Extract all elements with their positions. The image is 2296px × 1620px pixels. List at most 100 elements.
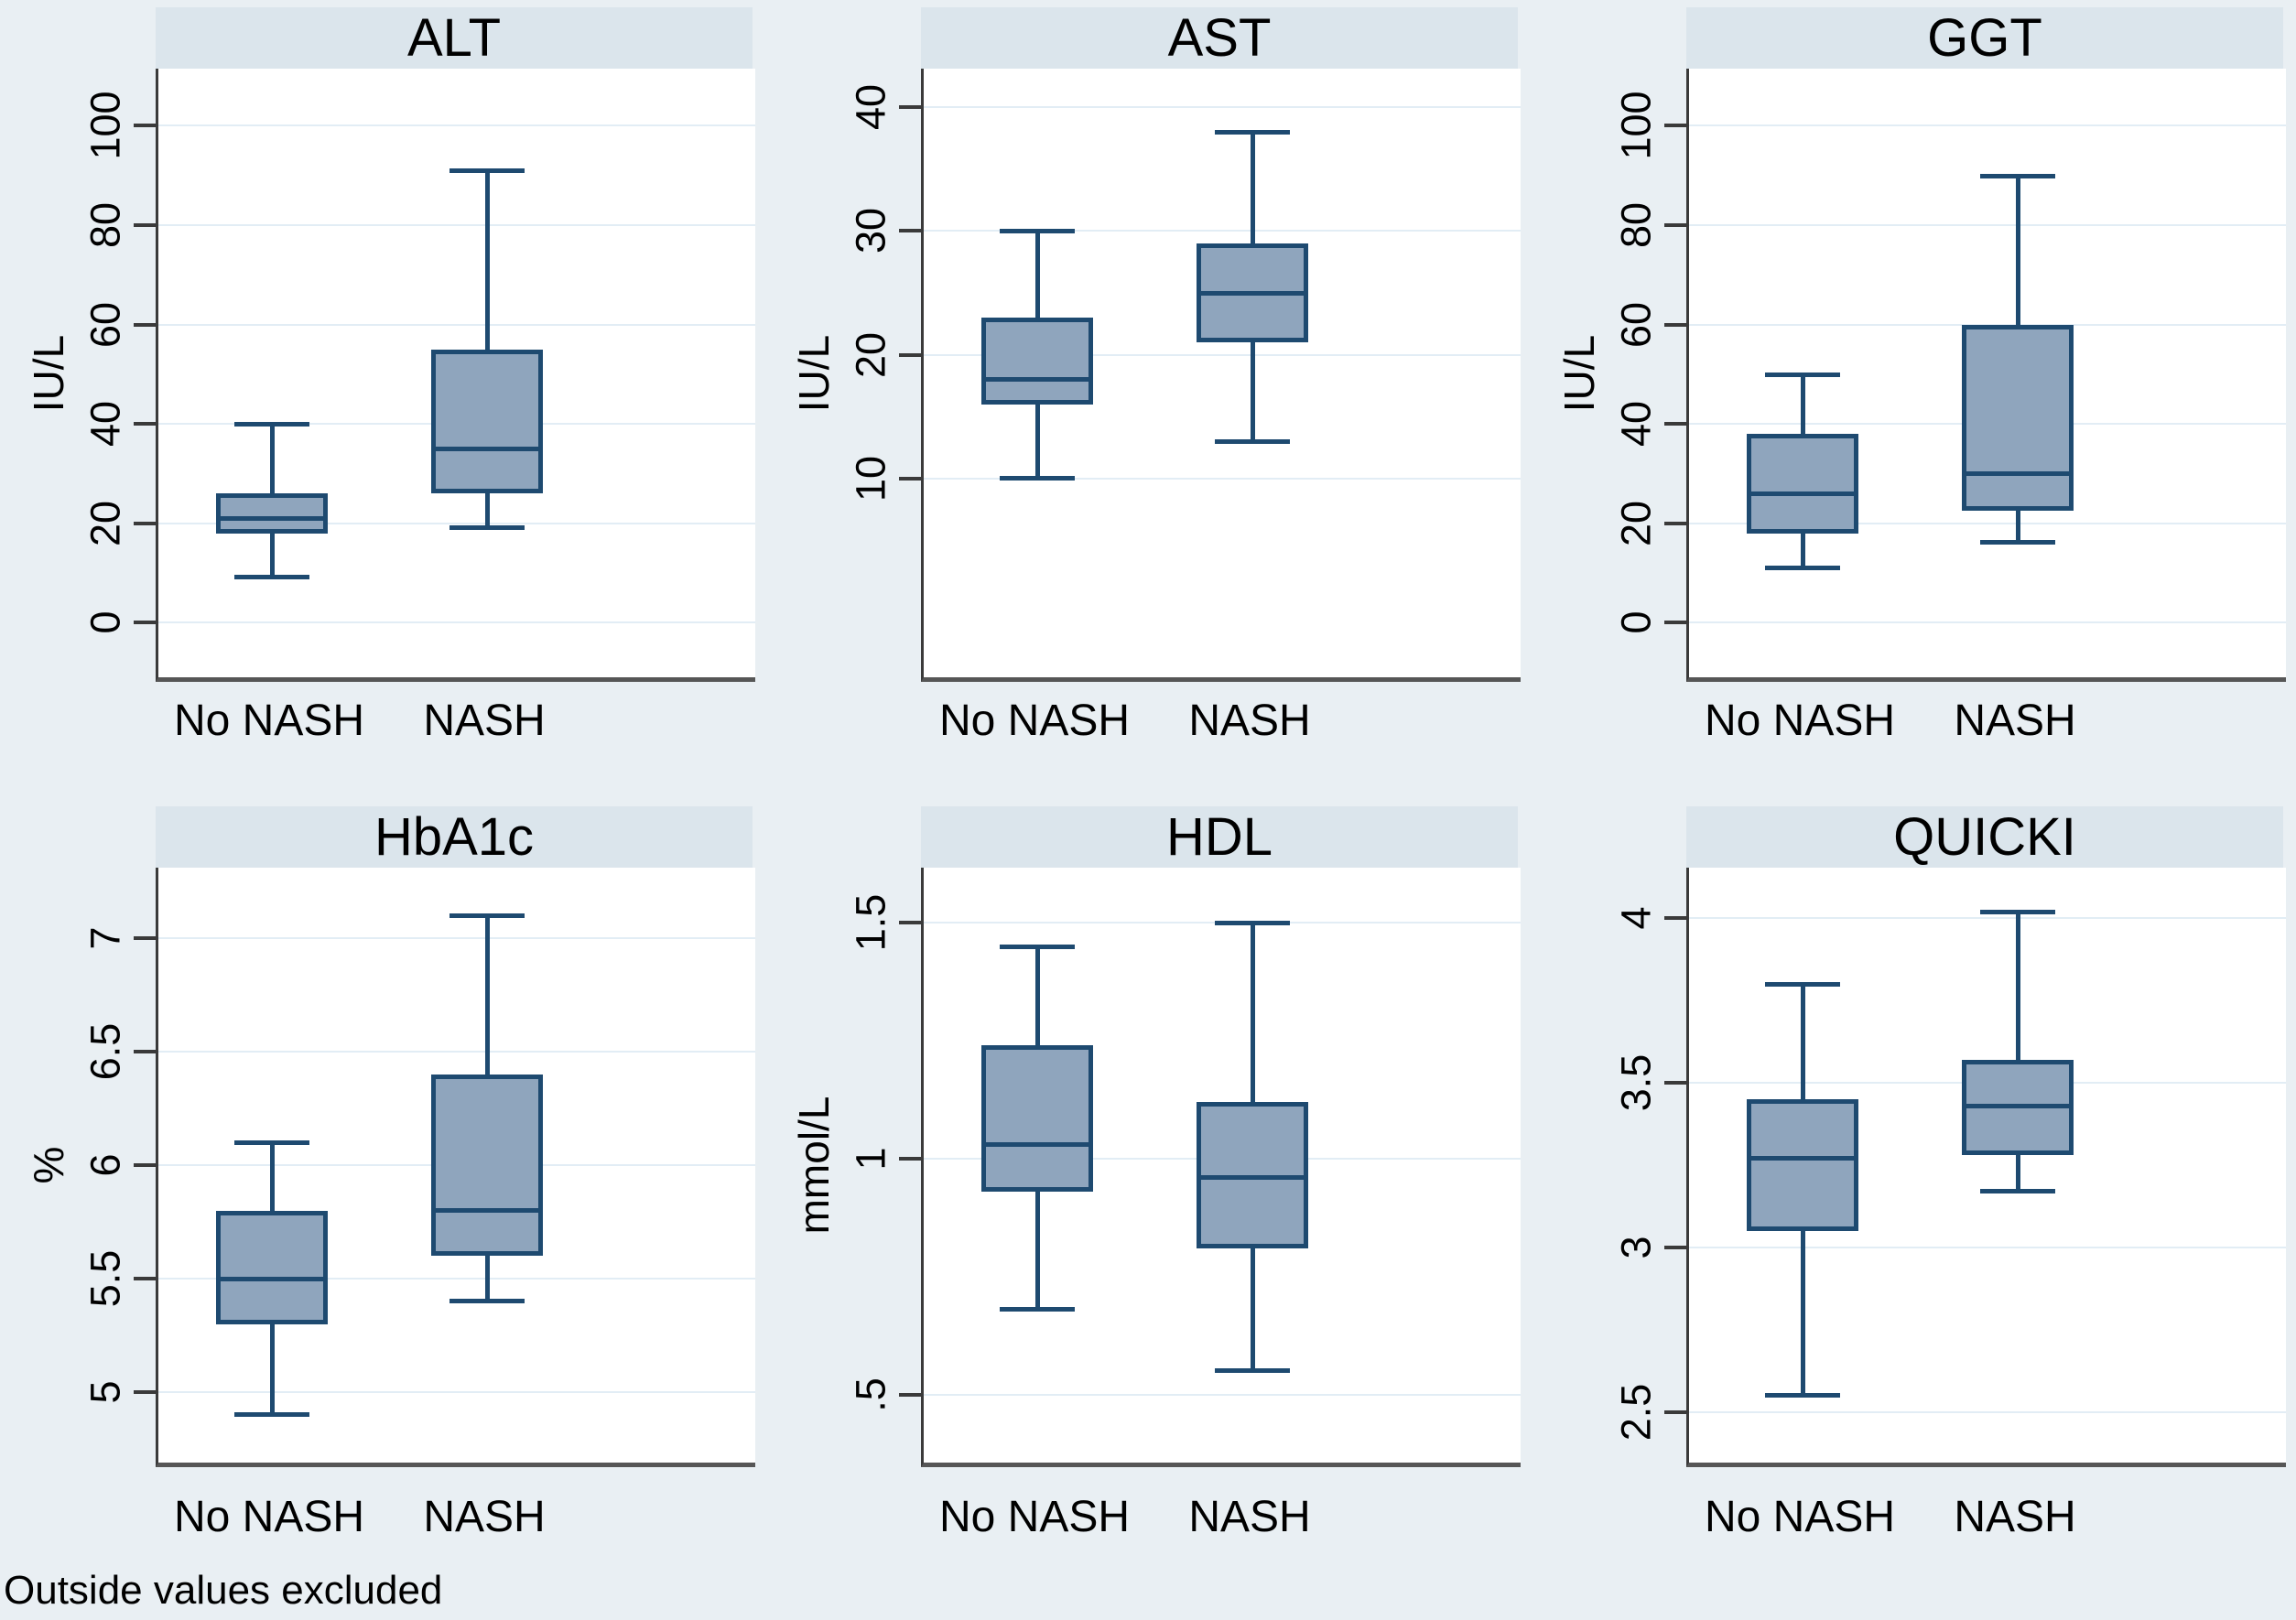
x-category-label-nash: NASH <box>423 1493 546 1541</box>
tick-mark <box>1664 916 1686 921</box>
y-tick-label: 80 <box>1612 201 1660 249</box>
upper-whisker-no-nash <box>1800 373 1805 434</box>
y-tick-label: 10 <box>847 456 894 502</box>
tick-mark <box>899 352 921 357</box>
x-category-label-nash: NASH <box>1954 697 2076 745</box>
x-category-label-nash: NASH <box>423 697 546 745</box>
panel-hba1c: HbA1c 5 5.5 6 6.5 7% No NASH NASH <box>0 796 765 1620</box>
lower-whisker-cap-nash <box>1215 438 1290 444</box>
plot-area: 10 20 30 40 IU/L <box>790 69 1521 682</box>
y-axis-title: mmol/L <box>790 1096 838 1235</box>
tick-mark <box>1664 223 1686 227</box>
y-tick-label: 1 <box>847 1147 894 1171</box>
gridline <box>924 353 1521 356</box>
upper-whisker-nash <box>1250 132 1255 243</box>
lower-whisker-no-nash <box>1034 405 1040 480</box>
y-tick-label: 20 <box>847 331 894 378</box>
panel-alt: ALT 0 20 40 60 80 100 IU/L No NASH NASH <box>0 0 765 796</box>
plot-area: 0 20 40 60 80 100 IU/L <box>25 69 755 682</box>
tick-mark <box>134 223 156 227</box>
y-axis-title: IU/L <box>25 334 72 412</box>
upper-whisker-nash <box>2015 175 2020 325</box>
plot-area: 0 20 40 60 80 100 IU/L <box>1555 69 2286 682</box>
gridline <box>158 1050 755 1053</box>
median-line-no-nash <box>216 515 328 521</box>
figure-note: Outside values excluded <box>4 1568 443 1613</box>
plot-area: .5 1 1.5 mmol/L <box>790 868 1521 1467</box>
panel-ast: AST 10 20 30 40 IU/L No NASH NASH <box>765 0 1531 796</box>
upper-whisker-cap-no-nash <box>234 422 309 427</box>
box-nash <box>431 349 543 494</box>
box-no-nash <box>1747 434 1858 534</box>
y-axis-title: % <box>25 1146 72 1184</box>
gridline <box>1689 621 2286 624</box>
gridline <box>158 936 755 939</box>
gridline <box>924 105 1521 108</box>
y-tick-label: 3.5 <box>1612 1053 1660 1112</box>
tick-mark <box>134 1163 156 1167</box>
y-tick-label: 4 <box>1612 906 1660 930</box>
panel-hdl: HDL .5 1 1.5 mmol/L No NASH NASH <box>765 796 1531 1620</box>
median-line-nash <box>1962 470 2074 476</box>
gridline <box>1689 1410 2286 1413</box>
tick-mark <box>134 124 156 128</box>
upper-whisker-cap-nash <box>449 168 525 174</box>
gridline <box>158 323 755 326</box>
panel-title-bar: ALT <box>156 7 753 69</box>
y-tick-label: 6 <box>81 1153 129 1177</box>
gridline <box>924 230 1521 232</box>
median-line-nash <box>1197 290 1308 296</box>
y-tick-label: 60 <box>1612 301 1660 348</box>
box-no-nash <box>1747 1099 1858 1231</box>
upper-whisker-cap-no-nash <box>1765 982 1840 988</box>
median-line-nash <box>431 1208 543 1214</box>
y-tick-label: 2.5 <box>1612 1383 1660 1442</box>
upper-whisker-cap-nash <box>1215 130 1290 135</box>
lower-whisker-no-nash <box>1800 533 1805 568</box>
tick-mark <box>134 1277 156 1281</box>
lower-whisker-nash <box>2015 1155 2020 1192</box>
upper-whisker-nash <box>484 170 490 350</box>
upper-whisker-cap-nash <box>1980 173 2055 178</box>
gridline <box>158 621 755 624</box>
tick-mark <box>1664 322 1686 327</box>
upper-whisker-no-nash <box>1800 984 1805 1100</box>
y-tick-label: 5 <box>81 1380 129 1404</box>
y-tick-label: 7 <box>81 926 129 950</box>
gridline <box>1689 124 2286 127</box>
x-category-label-nash: NASH <box>1188 1493 1311 1541</box>
tick-mark <box>134 521 156 525</box>
lower-whisker-nash <box>1250 1248 1255 1372</box>
upper-whisker-nash <box>1250 922 1255 1103</box>
gridline <box>1689 917 2286 920</box>
y-tick-label: 100 <box>1612 91 1660 160</box>
y-tick-label: 30 <box>847 208 894 254</box>
box-nash <box>1962 324 2074 512</box>
tick-mark <box>134 1049 156 1053</box>
gridline <box>924 478 1521 481</box>
x-category-label-no-nash: No NASH <box>938 697 1131 745</box>
panel-title: QUICKI <box>1893 806 2076 867</box>
box-no-nash <box>981 318 1093 405</box>
gridline <box>158 1278 755 1280</box>
box-no-nash <box>216 1210 328 1324</box>
panel-ggt: GGT 0 20 40 60 80 100 IU/L No NASH NASH <box>1531 0 2296 796</box>
box-nash <box>1197 1102 1308 1249</box>
tick-mark <box>1664 1409 1686 1414</box>
panel-title-bar: AST <box>921 7 1518 69</box>
upper-whisker-no-nash <box>269 1142 275 1211</box>
y-tick-label: 40 <box>1612 401 1660 448</box>
box-no-nash <box>216 493 328 534</box>
gridline <box>1689 1246 2286 1248</box>
upper-whisker-cap-nash <box>449 913 525 919</box>
panel-title-bar: HDL <box>921 806 1518 868</box>
tick-mark <box>134 322 156 327</box>
median-line-no-nash <box>216 1276 328 1281</box>
tick-mark <box>134 422 156 427</box>
upper-whisker-cap-no-nash <box>234 1140 309 1146</box>
x-category-label-no-nash: No NASH <box>173 697 365 745</box>
upper-whisker-cap-no-nash <box>1000 229 1075 234</box>
panel-title: HDL <box>1165 806 1273 867</box>
panel-title: AST <box>1167 7 1272 68</box>
